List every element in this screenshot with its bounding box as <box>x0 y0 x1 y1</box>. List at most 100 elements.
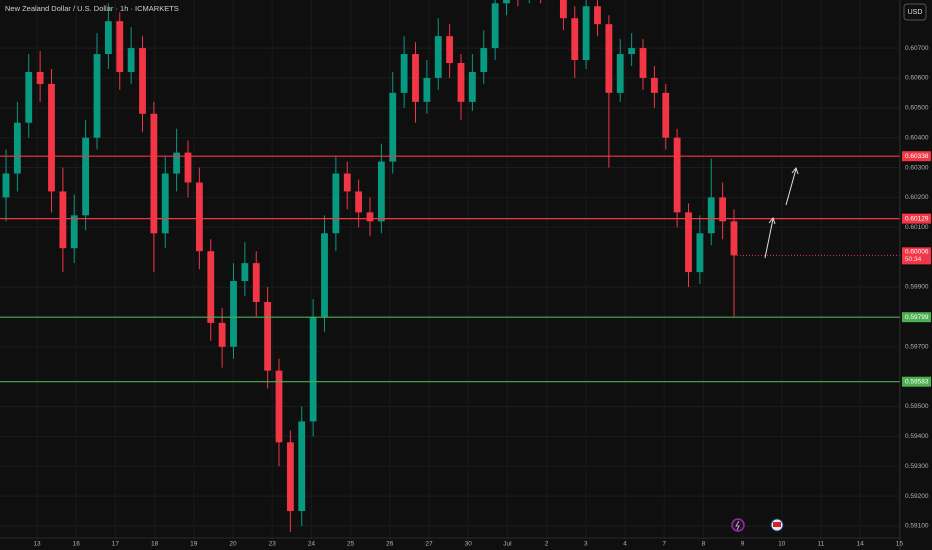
x-tick-label: 13 <box>33 541 41 548</box>
countdown-label: 50:34 <box>905 256 922 263</box>
candle-body <box>434 36 442 78</box>
y-tick-label: 0.60200 <box>905 194 929 201</box>
y-tick-label: 0.59700 <box>905 343 929 350</box>
event-icons <box>731 518 784 532</box>
level-label: 0.60338 <box>905 153 929 160</box>
candle-body <box>104 21 112 55</box>
event-icon-glyph <box>735 520 740 531</box>
level-label: 0.59799 <box>905 314 929 321</box>
y-tick-label: 0.60600 <box>905 75 929 82</box>
candle-body <box>457 63 465 102</box>
y-tick-label: 0.60300 <box>905 164 929 171</box>
arrow-head <box>791 166 799 175</box>
candle-body <box>400 54 408 93</box>
candle-body <box>25 71 33 123</box>
level-badge <box>902 376 931 387</box>
candle-body <box>230 281 237 347</box>
candle-body <box>559 0 567 19</box>
arrow-head <box>768 216 776 225</box>
candle-body <box>264 301 272 371</box>
y-tick-label: 0.60500 <box>905 105 929 112</box>
candle-body <box>36 71 44 84</box>
candle-body <box>423 77 431 102</box>
candle-body <box>446 36 454 64</box>
candle-body <box>605 24 613 93</box>
candle-body <box>707 197 715 234</box>
candle-body <box>127 48 135 72</box>
candle-body <box>332 173 340 234</box>
candle-body <box>59 191 67 249</box>
level-badge <box>902 213 931 224</box>
y-tick-label: 0.59900 <box>905 284 929 291</box>
level-badge <box>902 312 931 323</box>
candle-body <box>343 173 351 192</box>
level-label: 0.59583 <box>905 378 929 385</box>
level-label: 0.60129 <box>905 215 929 222</box>
x-tick-label: 19 <box>190 541 198 548</box>
candle-body <box>298 421 306 512</box>
candle-body <box>93 54 101 138</box>
arrow <box>785 168 797 206</box>
candle-body <box>730 221 738 256</box>
candle-body <box>650 77 658 93</box>
current-price-badge <box>902 247 931 265</box>
candle-body <box>582 6 590 61</box>
candles <box>2 0 738 532</box>
candle-body <box>628 48 636 55</box>
levels <box>0 155 900 383</box>
currency-label: USD <box>908 9 923 16</box>
x-tick-label: 16 <box>73 541 81 548</box>
candle-body <box>571 18 579 61</box>
x-tick-label: 2 <box>545 541 549 548</box>
candle-body <box>696 233 704 273</box>
x-tick-label: 26 <box>386 541 394 548</box>
current-price-label: 0.60006 <box>905 249 929 256</box>
candle-body <box>491 3 499 49</box>
candle-body <box>13 122 21 174</box>
y-tick-label: 0.59400 <box>905 433 929 440</box>
x-tick-label: 9 <box>741 541 745 548</box>
candle-body <box>150 113 158 234</box>
x-tick-label: 27 <box>425 541 433 548</box>
candle-body <box>184 152 192 183</box>
candle-body <box>309 316 317 422</box>
candle-body <box>639 48 647 78</box>
candle-body <box>673 137 681 213</box>
event-icon[interactable] <box>731 518 745 532</box>
x-tick-label: 4 <box>623 541 627 548</box>
candle-body <box>412 54 419 102</box>
candle-body <box>662 92 670 138</box>
x-tick-label: 3 <box>584 541 588 548</box>
y-tick-label: 0.60700 <box>905 45 929 52</box>
x-tick-label: 20 <box>229 541 237 548</box>
candle-body <box>70 215 78 249</box>
currency-button[interactable] <box>903 3 927 21</box>
candle-body <box>195 182 203 252</box>
y-tick-label: 0.60400 <box>905 134 929 141</box>
candle-body <box>503 0 510 4</box>
x-tick-label: 11 <box>818 541 825 548</box>
x-tick-label: 25 <box>347 541 355 548</box>
arrow <box>764 218 774 259</box>
x-tick-label: 7 <box>662 541 666 548</box>
level-badge <box>902 151 931 162</box>
candle-body <box>377 161 385 222</box>
candle-body <box>2 173 10 198</box>
candle-body <box>468 71 476 102</box>
y-tick-label: 0.60100 <box>905 224 929 231</box>
x-tick-label: 17 <box>112 541 120 548</box>
candle-body <box>321 233 328 317</box>
arrows <box>764 166 799 259</box>
x-tick-label: 14 <box>857 541 865 548</box>
axis: 0.60700 0.60600 0.60500 0.60400 0.60300 0.602… <box>33 45 931 548</box>
candle-body <box>161 173 169 234</box>
x-tick-label: 10 <box>778 541 786 548</box>
y-tick-label: 0.59200 <box>905 493 929 500</box>
candle-body <box>173 152 181 174</box>
candle-body <box>241 263 249 282</box>
candle-body <box>480 48 488 72</box>
candle-body <box>594 6 601 25</box>
